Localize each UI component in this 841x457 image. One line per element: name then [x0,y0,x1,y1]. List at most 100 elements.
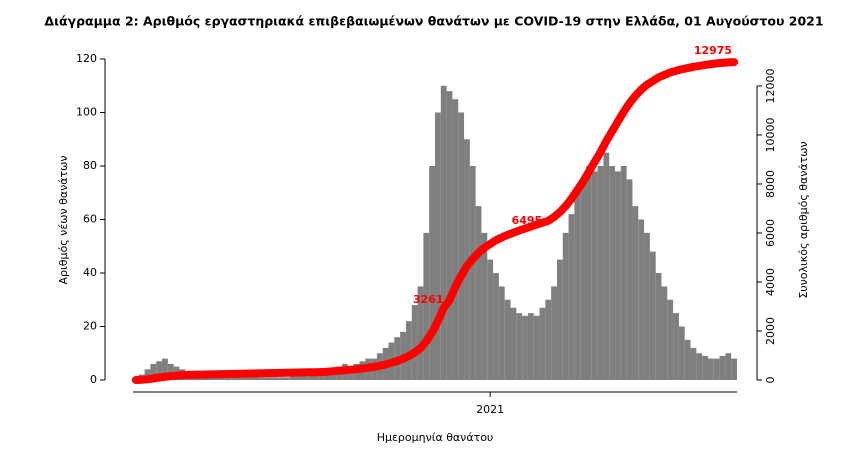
bar [591,171,598,380]
bar [684,339,691,380]
bar [655,273,662,380]
bar [301,374,308,380]
bar [632,206,639,380]
bar [162,358,168,380]
bar [527,313,534,380]
bar [516,313,523,380]
bar [260,377,267,380]
value-label: 6495 [512,214,543,227]
bar [464,139,470,380]
value-label: 3261 [413,293,444,306]
bar [586,166,592,380]
bar [214,377,221,380]
bar [568,214,575,380]
bar [487,259,494,380]
y2-tick-label: 10000 [764,117,777,152]
bar [539,307,546,380]
bar [417,286,424,380]
bar [435,112,441,380]
bar [661,286,668,380]
bar [429,166,435,380]
bar [156,361,163,380]
bar [220,377,226,380]
bar [551,286,557,380]
bar [533,315,540,380]
bar [208,377,215,380]
bar [626,179,633,380]
bar [481,232,488,380]
bar [620,166,627,380]
bar [313,374,319,380]
y2-axis-label: Συνολικός αριθμός θανάτων [797,141,810,298]
bar [707,358,714,380]
bar [719,355,726,380]
bar [405,321,412,380]
x-axis-label: Ημερομηνία θανάτου [377,431,494,444]
bar [673,313,679,380]
bar [446,91,453,380]
bar [498,286,505,380]
bar [580,179,586,380]
y2-tick-label: 8000 [764,170,777,198]
bar [696,353,703,380]
bar [510,307,517,380]
bar [144,369,151,380]
cumulative-line [131,58,739,384]
bar [440,85,447,380]
bar [284,377,290,380]
bar [522,315,528,380]
bar [713,358,720,380]
bar [562,232,569,380]
bar [411,305,418,380]
y-tick-label: 100 [76,106,97,119]
bar [504,299,511,380]
bar [615,171,621,380]
y-tick-label: 60 [83,213,97,226]
bar [423,232,430,380]
bar [278,377,284,380]
y2-tick-label: 0 [764,377,777,384]
y-tick-label: 40 [83,266,97,279]
bar [237,377,244,380]
bar [458,112,465,380]
bar [249,377,255,380]
bar [150,363,157,380]
y2-tick-label: 6000 [764,219,777,247]
y-tick-label: 120 [76,52,97,65]
bar [469,166,476,380]
value-label: 12975 [694,44,732,57]
bar [225,377,232,380]
bar [644,232,650,380]
y-tick-label: 20 [83,320,97,333]
bar [493,273,499,380]
y2-tick-label: 12000 [764,68,777,103]
bar [452,99,459,380]
y-tick-label: 80 [83,159,97,172]
bar [667,299,674,380]
bar [649,251,656,380]
bar [725,353,732,380]
y2-tick-label: 2000 [764,317,777,345]
bar [597,166,604,380]
bar [556,259,563,380]
bar [289,374,296,380]
y-tick-label: 0 [90,373,97,386]
bar [167,363,174,380]
bar [231,377,238,380]
bar [690,347,697,380]
bar [307,374,314,380]
bar [475,206,482,380]
y2-tick-label: 4000 [764,268,777,296]
bar [638,219,645,380]
x-tick-label: 2021 [476,403,504,416]
bar [254,377,261,380]
bar [731,358,737,380]
bar [272,377,279,380]
bar [243,377,250,380]
bar [295,374,302,380]
bar [545,299,552,380]
bar [324,371,331,380]
bar [678,326,685,380]
y-axis-label: Αριθμός νέων θανάτων [57,156,70,285]
